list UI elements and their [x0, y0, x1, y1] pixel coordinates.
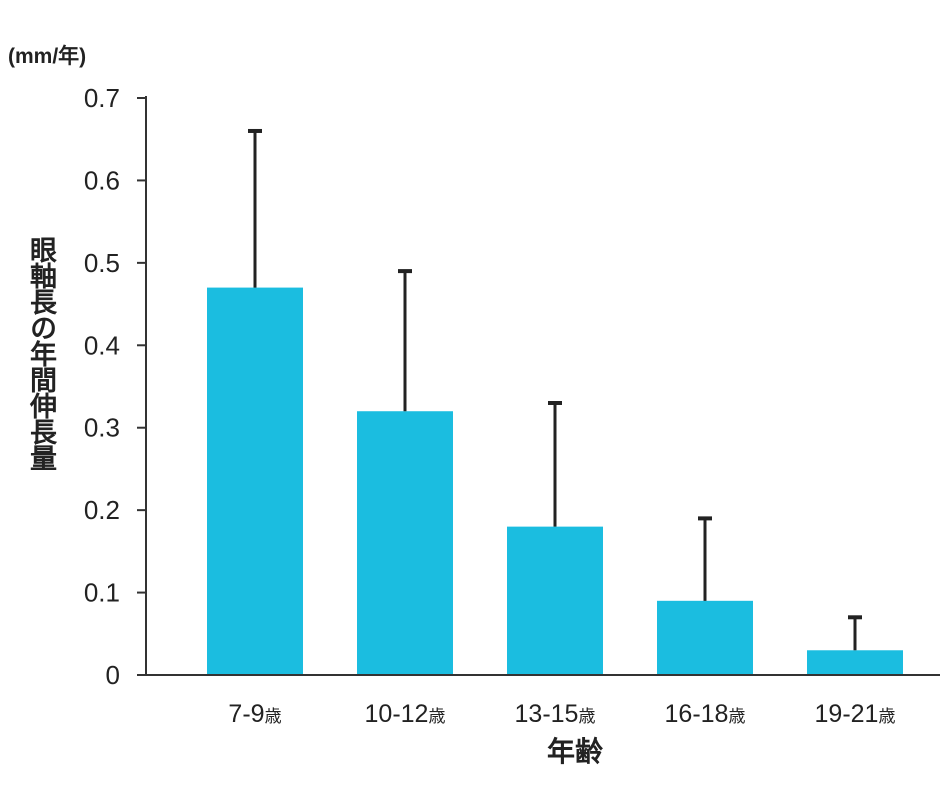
x-tick-range: 7-9	[228, 700, 264, 728]
x-tick-suffix: 歳	[578, 707, 595, 727]
error-bar	[398, 269, 412, 412]
x-tick-label: 16-18歳	[665, 700, 746, 728]
x-tick-range: 19-21	[815, 700, 879, 728]
x-axis-title: 年齢	[546, 735, 603, 768]
y-tick-label: 0.6	[84, 165, 120, 195]
bar	[807, 650, 903, 675]
y-tick-label: 0.7	[84, 83, 120, 113]
y-axis-title: 眼軸長の年間伸長量	[25, 236, 56, 470]
x-tick-label: 13-15歳	[515, 700, 596, 728]
error-bars-layer	[248, 128, 862, 651]
bar	[357, 411, 453, 675]
x-tick-label: 19-21歳	[815, 700, 896, 728]
y-tick-label: 0.5	[84, 248, 120, 278]
error-bar	[548, 400, 562, 527]
y-tick-label: 0.2	[84, 495, 120, 525]
y-axis-unit: (mm/年)	[8, 45, 87, 68]
x-tick-suffix: 歳	[878, 707, 895, 727]
axes-layer	[145, 96, 940, 676]
y-tick-label: 0.3	[84, 413, 120, 443]
x-tick-range: 16-18	[665, 700, 729, 728]
y-tick-label: 0	[106, 660, 120, 690]
x-tick-suffix: 歳	[728, 707, 745, 727]
x-tick-suffix: 歳	[265, 707, 282, 727]
error-bar	[248, 128, 262, 288]
error-bar	[848, 615, 862, 651]
error-bar	[698, 516, 712, 601]
bar	[207, 287, 303, 675]
y-tick-label: 0.4	[84, 330, 120, 360]
x-tick-suffix: 歳	[428, 707, 445, 727]
y-tick-label: 0.1	[84, 578, 120, 608]
bar	[507, 526, 603, 675]
x-tick-range: 10-12	[365, 700, 429, 728]
x-tick-label: 7-9歳	[228, 700, 281, 728]
x-tick-range: 13-15	[515, 700, 579, 728]
x-tick-label: 10-12歳	[365, 700, 446, 728]
x-ticks-layer: 7-9歳 10-12歳 13-15歳 16-18歳 19-21歳	[228, 700, 895, 728]
bar	[657, 600, 753, 675]
bars-layer	[207, 287, 903, 675]
y-ticks-layer: 0 0.1 0.2 0.3 0.4 0.5 0.6 0.7	[84, 83, 146, 690]
